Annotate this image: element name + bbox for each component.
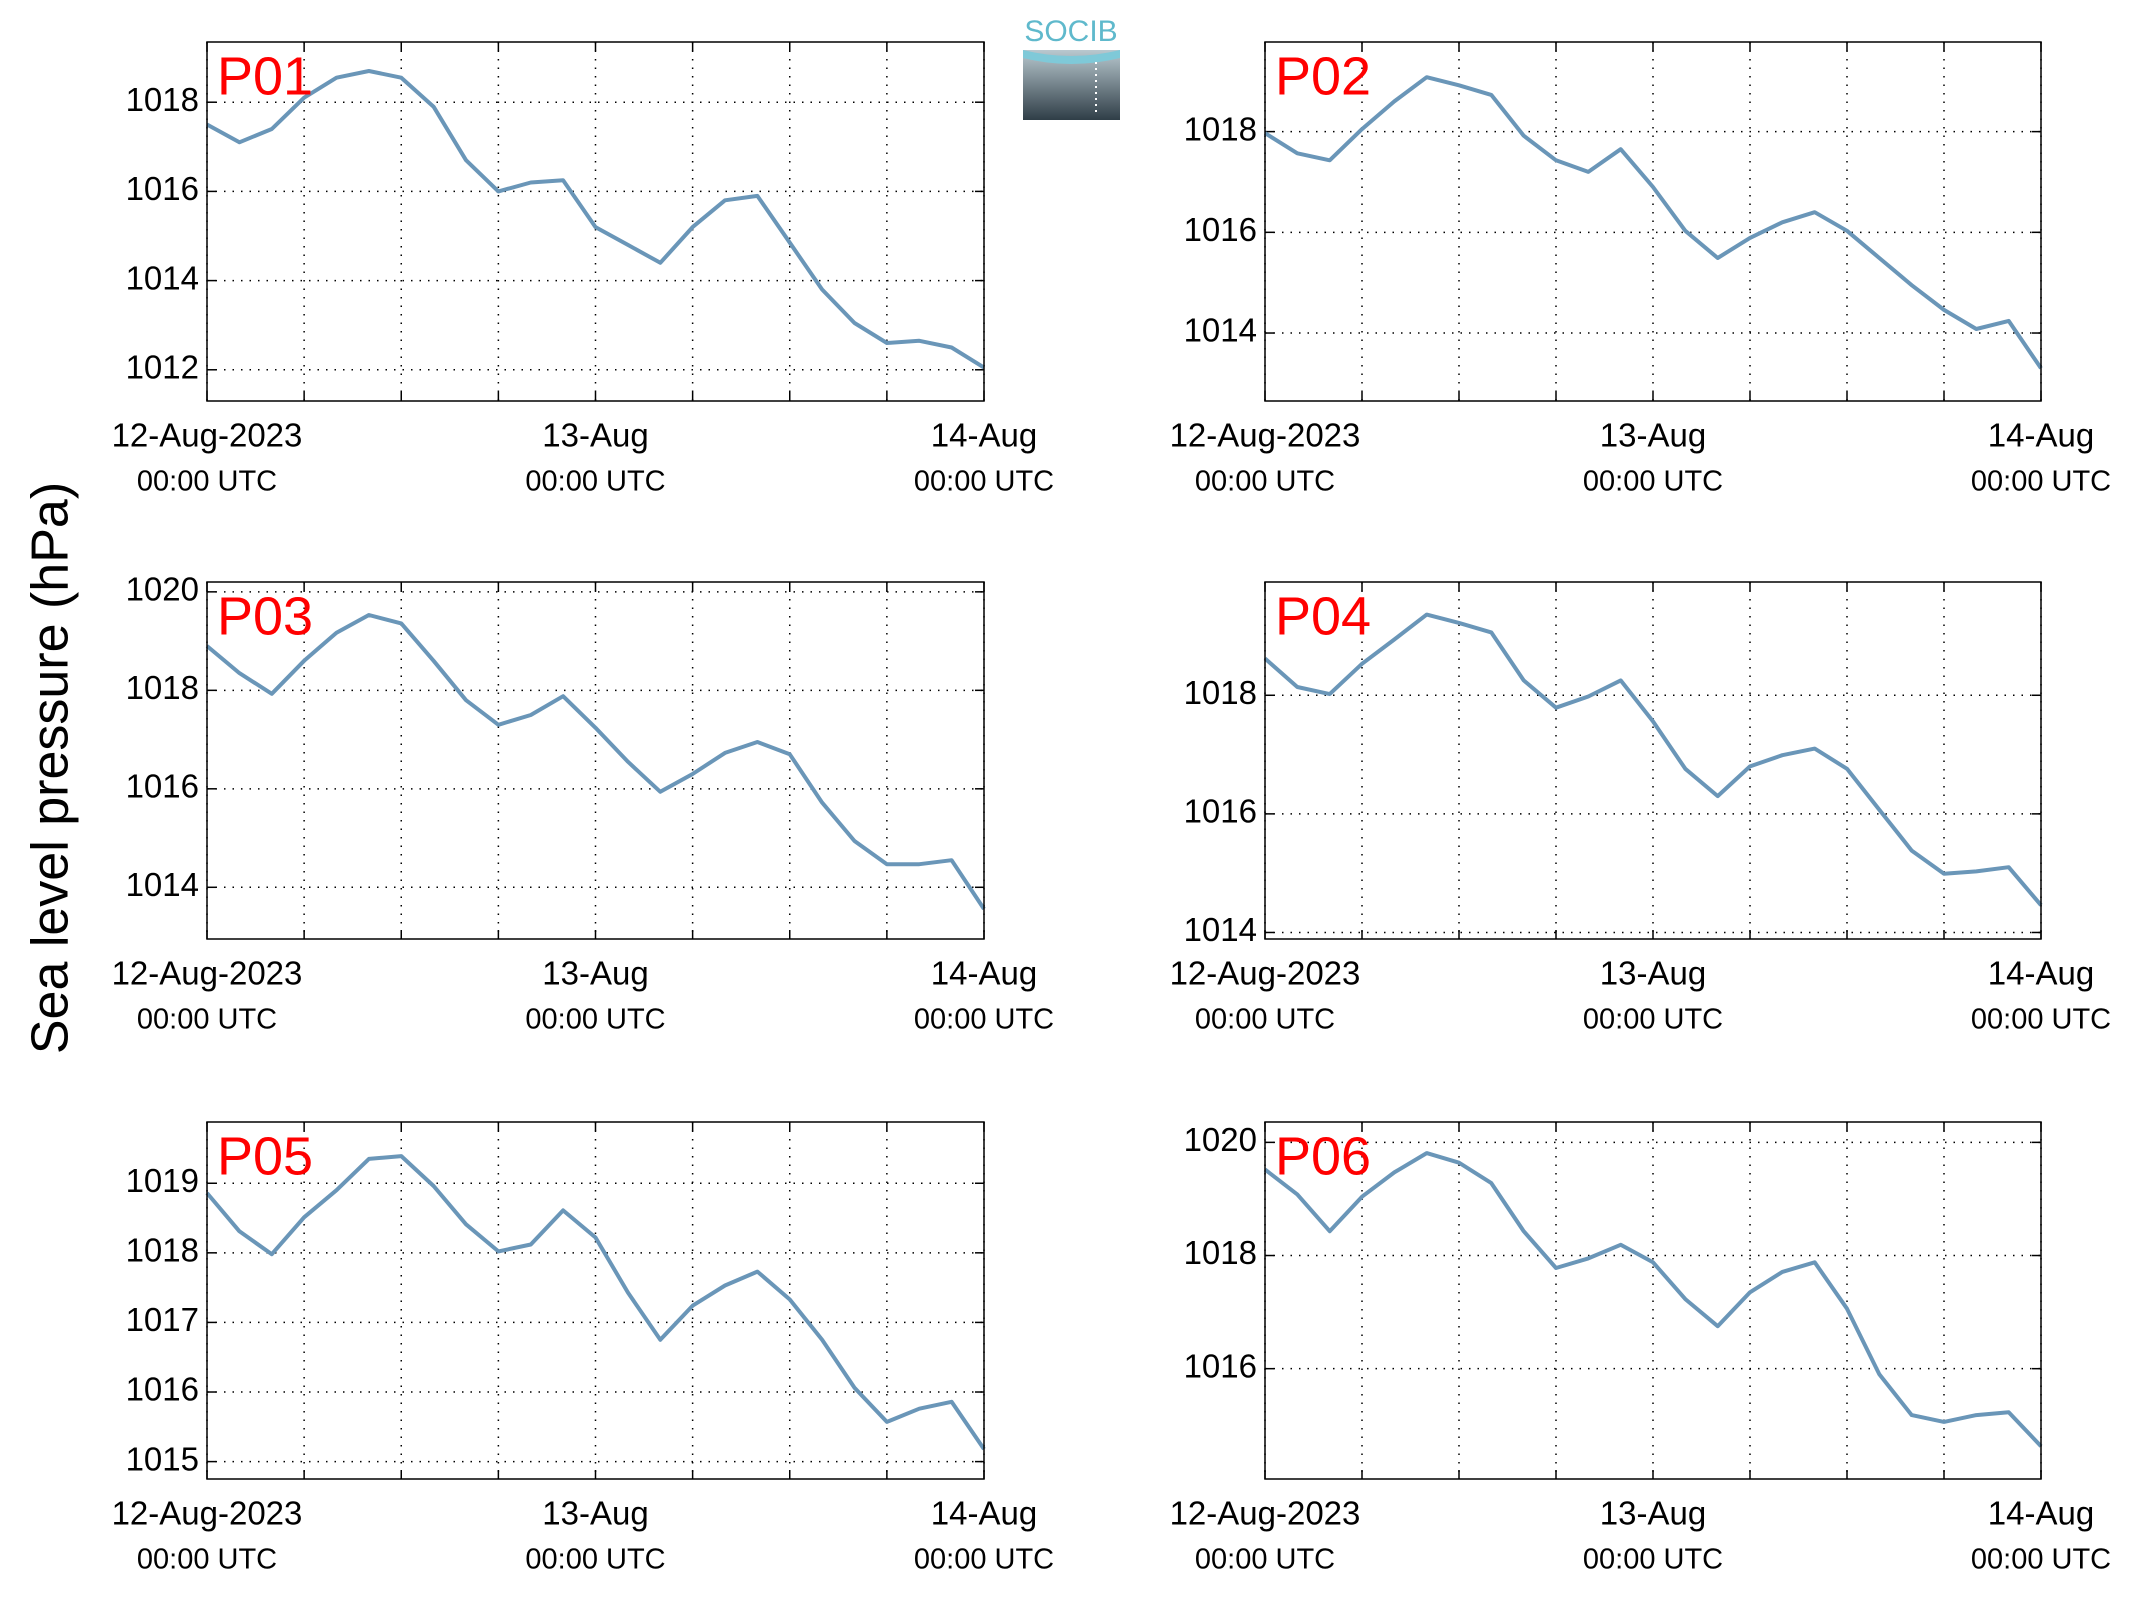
x-tick-label: 12-Aug-2023 [1170,955,1361,992]
y-tick-label: 1016 [126,170,199,207]
y-tick-label: 1014 [126,259,199,296]
x-tick-label: 12-Aug-2023 [112,1495,303,1532]
logo: SOCIB [1023,15,1120,120]
subplot-title: P04 [1275,586,1371,646]
y-tick-label: 1019 [126,1162,199,1199]
y-tick-label: 1018 [1184,110,1257,147]
axes-frame [1264,1121,2042,1480]
subplot: 1014 1016 1018 12-Aug-2023 00:00 UTC 13-Aug 00… [1170,41,2111,498]
x-tick-label: 12-Aug-2023 [1170,1495,1361,1532]
x-tick-label: 14-Aug [931,1495,1037,1532]
x-tick-sublabel: 00:00 UTC [914,1004,1054,1036]
y-tick-label: 1018 [126,1232,199,1269]
logo-wave [1023,50,1120,64]
x-tick-sublabel: 00:00 UTC [1971,466,2111,498]
x-tick-sublabel: 00:00 UTC [1583,1004,1723,1036]
y-tick-label: 1014 [126,866,199,903]
axes-frame [206,41,985,402]
data-line [1263,612,2043,907]
y-tick-label: 1014 [1184,911,1257,948]
x-tick-label: 14-Aug [931,955,1037,992]
subplot: 1012 1014 1016 1018 12-Aug-2023 00:00 UTC 13-A… [112,41,1054,498]
subplot-title: P01 [217,46,313,106]
x-tick-sublabel: 00:00 UTC [1583,1544,1723,1576]
x-tick-sublabel: 00:00 UTC [1971,1004,2111,1036]
x-tick-sublabel: 00:00 UTC [525,466,665,498]
x-tick-sublabel: 00:00 UTC [137,466,277,498]
x-tick-label: 14-Aug [931,417,1037,454]
y-tick-label: 1018 [126,669,199,706]
x-tick-label: 13-Aug [1600,417,1706,454]
y-tick-label: 1012 [126,349,199,386]
y-tick-label: 1017 [126,1301,199,1338]
subplot: 1014 1016 1018 1020 12-Aug-2023 00:00 UTC 13-A… [112,571,1055,1036]
x-tick-label: 12-Aug-2023 [112,955,303,992]
data-line [1263,1151,2043,1448]
x-tick-label: 14-Aug [1988,955,2094,992]
x-tick-label: 13-Aug [542,955,648,992]
y-tick-label: 1016 [1184,211,1257,248]
x-tick-label: 12-Aug-2023 [1170,417,1361,454]
y-tick-label: 1018 [1184,1234,1257,1271]
x-tick-sublabel: 00:00 UTC [914,1544,1054,1576]
y-tick-label: 1020 [1184,1121,1257,1158]
subplot: 1016 1018 1020 12-Aug-2023 00:00 UTC 13-Aug 00… [1170,1121,2112,1576]
data-line [206,69,986,370]
axes-frame [206,1121,985,1480]
x-tick-label: 13-Aug [1600,955,1706,992]
x-tick-label: 13-Aug [542,417,648,454]
x-tick-sublabel: 00:00 UTC [1971,1544,2111,1576]
x-tick-label: 13-Aug [542,1495,648,1532]
x-tick-label: 14-Aug [1988,417,2094,454]
x-tick-sublabel: 00:00 UTC [1583,466,1723,498]
axes-frame [1264,581,2042,940]
data-line [1263,75,2043,370]
x-tick-sublabel: 00:00 UTC [914,466,1054,498]
y-tick-label: 1015 [126,1440,199,1477]
x-tick-label: 12-Aug-2023 [112,417,303,454]
y-tick-label: 1016 [1184,1347,1257,1384]
y-tick-label: 1018 [1184,674,1257,711]
y-tick-label: 1018 [126,81,199,118]
y-axis-label: Sea level pressure (hPa) [22,482,80,1054]
y-tick-label: 1016 [126,768,199,805]
x-tick-sublabel: 00:00 UTC [137,1544,277,1576]
x-tick-label: 14-Aug [1988,1495,2094,1532]
x-tick-sublabel: 00:00 UTC [1195,1004,1335,1036]
subplot: 1014 1016 1018 12-Aug-2023 00:00 UTC 13-Aug 00… [1170,581,2111,1036]
x-tick-sublabel: 00:00 UTC [1195,1544,1335,1576]
data-line [205,613,986,911]
y-tick-label: 1020 [126,571,199,608]
x-tick-sublabel: 00:00 UTC [525,1544,665,1576]
y-tick-label: 1016 [1184,793,1257,830]
axes-frame [1264,41,2042,402]
x-tick-sublabel: 00:00 UTC [525,1004,665,1036]
subplot-title: P05 [217,1126,313,1186]
x-tick-sublabel: 00:00 UTC [137,1004,277,1036]
logo-text: SOCIB [1024,15,1117,48]
subplot-title: P03 [217,586,313,646]
x-tick-sublabel: 00:00 UTC [1195,466,1335,498]
axes-frame [206,581,985,940]
x-tick-label: 13-Aug [1600,1495,1706,1532]
subplot-title: P02 [1275,46,1371,106]
y-tick-label: 1016 [126,1371,199,1408]
subplot: 1015 1016 1017 1018 1019 12-Aug-2023 00:00 UTC… [112,1121,1054,1576]
y-tick-label: 1014 [1184,312,1257,349]
data-line [205,1154,986,1451]
subplot-title: P06 [1275,1126,1371,1186]
